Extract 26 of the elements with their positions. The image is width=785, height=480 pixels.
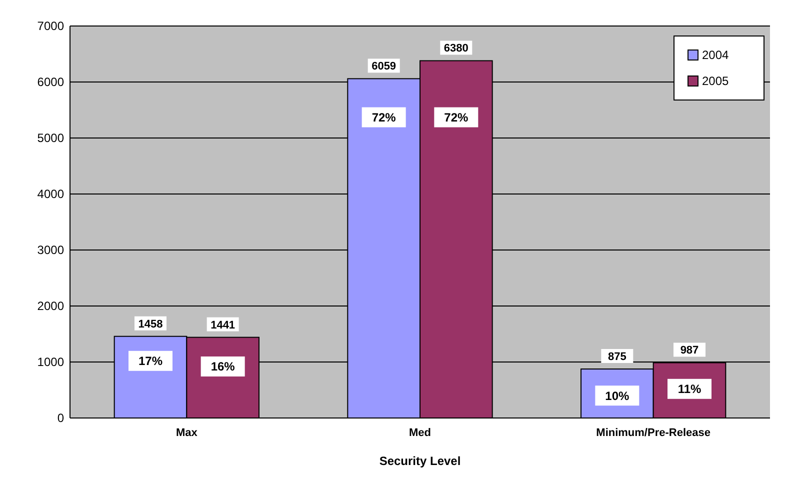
- x-tick-label: Minimum/Pre-Release: [596, 427, 710, 439]
- data-label: 6059: [372, 60, 396, 73]
- data-label: 987: [680, 344, 699, 357]
- annotation: 11%: [678, 382, 702, 396]
- data-label: 1441: [210, 319, 236, 332]
- data-label: 875: [608, 351, 626, 363]
- y-tick-label: 1000: [37, 355, 64, 370]
- x-axis-title: Security Level: [379, 454, 461, 468]
- y-tick-label: 4000: [37, 187, 64, 202]
- data-label: 6380: [444, 42, 468, 55]
- data-label: 1458: [138, 318, 163, 330]
- y-tick-label: 3000: [37, 243, 64, 258]
- annotation: 72%: [372, 110, 396, 124]
- y-tick-label: 7000: [37, 19, 64, 34]
- annotation: 72%: [444, 110, 468, 124]
- legend-label: 2004: [702, 48, 730, 62]
- y-tick-label: 5000: [37, 131, 64, 146]
- annotation: 17%: [138, 354, 163, 368]
- x-tick-label: Med: [409, 427, 431, 439]
- y-tick-label: 0: [57, 411, 64, 426]
- x-tick-label: Max: [176, 427, 198, 439]
- y-tick-label: 6000: [37, 75, 64, 90]
- annotation: 16%: [210, 360, 236, 374]
- annotation: 10%: [605, 388, 630, 403]
- legend-label: 2005: [702, 74, 730, 88]
- y-tick-label: 2000: [37, 299, 64, 314]
